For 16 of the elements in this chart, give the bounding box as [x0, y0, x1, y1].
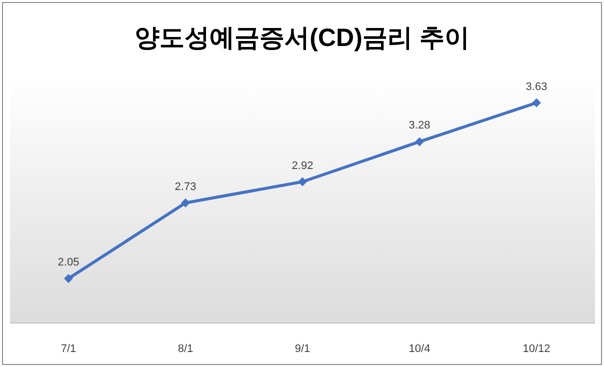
x-tick-label: 10/12 — [522, 343, 550, 355]
x-tick-label: 10/4 — [408, 343, 430, 355]
point — [64, 274, 73, 284]
data-label: 3.28 — [408, 120, 430, 132]
data-label: 2.05 — [58, 256, 80, 269]
chart-title: 양도성예금증서(CD)금리 추이 — [134, 24, 470, 52]
point — [532, 98, 541, 108]
point — [181, 198, 190, 208]
data-label: 2.73 — [174, 180, 196, 193]
data-label: 2.92 — [292, 160, 314, 172]
x-tick-label: 9/1 — [294, 343, 310, 355]
point — [415, 137, 424, 146]
x-tick-label: 8/1 — [178, 343, 194, 355]
data-label: 3.63 — [526, 80, 548, 93]
x-tick-label: 7/1 — [60, 343, 76, 355]
point — [298, 177, 307, 186]
